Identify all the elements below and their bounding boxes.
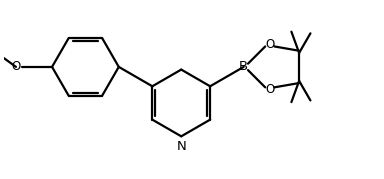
Text: N: N [176, 140, 186, 153]
Text: O: O [11, 60, 20, 73]
Text: B: B [239, 60, 248, 73]
Text: O: O [265, 83, 274, 96]
Text: O: O [265, 38, 274, 51]
